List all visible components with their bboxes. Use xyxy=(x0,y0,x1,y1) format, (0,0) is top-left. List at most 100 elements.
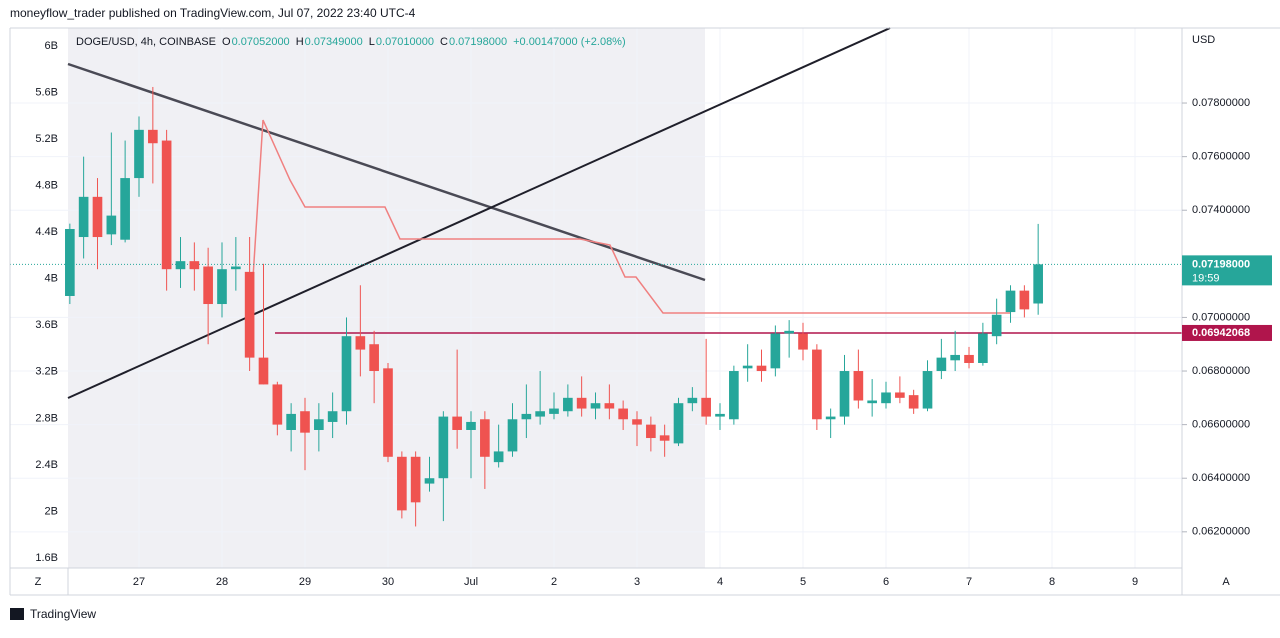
candle-body xyxy=(936,357,947,372)
y2-tick-label: 2.4B xyxy=(35,459,58,471)
candle-body xyxy=(231,266,241,270)
candle-body xyxy=(867,400,877,404)
candle-body xyxy=(632,419,642,425)
y-tick-label: 0.07000000 xyxy=(1192,311,1250,323)
candle-body xyxy=(964,354,974,363)
candle-body xyxy=(659,435,670,441)
candle-body xyxy=(798,333,808,350)
y2-tick-label: 6B xyxy=(45,40,58,52)
level-label-bg xyxy=(1182,324,1272,341)
legend-change: +0.00147000 (+2.08%) xyxy=(513,36,626,48)
candle-body xyxy=(466,421,476,430)
trend-line xyxy=(67,62,706,282)
candles xyxy=(10,86,1182,527)
grid xyxy=(10,28,1182,568)
x-tick-label: 6 xyxy=(883,576,889,588)
legend-value: 0.07198000 xyxy=(449,36,507,48)
candle-body xyxy=(991,314,1002,337)
candle-body xyxy=(355,336,366,350)
symbol: DOGE/USD, 4h, COINBASE xyxy=(76,36,216,48)
candle-body xyxy=(1033,264,1043,304)
candle-body xyxy=(1019,290,1030,310)
candle-body xyxy=(507,419,518,452)
candle-body xyxy=(604,403,615,409)
candle-body xyxy=(452,416,462,430)
candle-body xyxy=(189,261,200,270)
scale-button[interactable]: Z xyxy=(35,576,42,588)
candle-body xyxy=(120,178,130,240)
candle-body xyxy=(272,384,283,425)
candle-body xyxy=(424,478,435,484)
x-tick-label: 28 xyxy=(216,576,228,588)
candle-body xyxy=(853,371,864,401)
y2-tick-label: 4.8B xyxy=(35,180,58,192)
legend-value: 0.07052000 xyxy=(232,36,290,48)
legend-key: H xyxy=(296,36,304,48)
candle-body xyxy=(881,392,891,404)
candle-body xyxy=(258,357,269,385)
candle-body xyxy=(327,411,338,422)
y2-tick-label: 3.2B xyxy=(35,366,58,378)
x-tick-label: 30 xyxy=(382,576,394,588)
candle-body xyxy=(742,365,753,369)
y-tick-label: 0.06600000 xyxy=(1192,419,1250,431)
y-tick-label: 0.07600000 xyxy=(1192,151,1250,163)
candle-body xyxy=(161,140,172,270)
legend-value: 0.07010000 xyxy=(376,36,434,48)
candle-body xyxy=(148,129,158,144)
candle-body xyxy=(576,397,587,409)
y-tick-label: 0.07400000 xyxy=(1192,204,1250,216)
last-price-bg xyxy=(1182,255,1272,286)
y2-tick-label: 5.6B xyxy=(35,86,58,98)
candle-body xyxy=(480,419,490,457)
brand: TradingView xyxy=(30,607,96,621)
y2-tick-label: 5.2B xyxy=(35,133,58,145)
candle-body xyxy=(369,344,379,372)
legend-key: C xyxy=(440,36,448,48)
y2-tick-label: 1.6B xyxy=(35,552,58,564)
x-tick-label: 2 xyxy=(551,576,557,588)
axes: 0.07800000 0.07600000 0.07400000 0.07000000… xyxy=(35,40,1272,588)
candle-body xyxy=(300,411,310,433)
candle-body xyxy=(1005,290,1016,313)
x-tick-label: 29 xyxy=(299,576,311,588)
candle-body xyxy=(812,349,822,420)
x-tick-label: 7 xyxy=(966,576,972,588)
candle-body xyxy=(217,269,227,305)
candle-body xyxy=(244,271,255,358)
logo xyxy=(10,608,24,620)
highlight-range xyxy=(68,28,705,568)
candle-body xyxy=(950,354,960,361)
y-tick-label: 0.07800000 xyxy=(1192,97,1250,109)
legend-key: L xyxy=(369,36,375,48)
candle-body xyxy=(646,424,656,439)
candle-body xyxy=(175,261,186,270)
indicator-line xyxy=(249,119,1010,326)
candle-body xyxy=(770,333,781,369)
x-tick-label: 4 xyxy=(717,576,723,588)
y2-tick-label: 2.8B xyxy=(35,412,58,424)
y2-tick-label: 3.6B xyxy=(35,319,58,331)
candle-body xyxy=(535,411,545,417)
scale-button[interactable]: A xyxy=(1222,576,1230,588)
legend-value: 0.07349000 xyxy=(305,36,363,48)
x-tick-label: 27 xyxy=(133,576,145,588)
candle-body xyxy=(895,392,905,398)
candle-body xyxy=(673,403,684,444)
candle-body xyxy=(618,408,628,420)
candle-body xyxy=(286,413,296,430)
candle-body xyxy=(493,451,504,463)
y-tick-label: 0.06400000 xyxy=(1192,472,1250,484)
candle-body xyxy=(106,215,117,235)
candle-body xyxy=(383,368,393,457)
candle-body xyxy=(410,456,421,503)
legend-key: O xyxy=(222,36,231,48)
candle-body xyxy=(825,416,836,420)
last-price-label: 0.07198000 xyxy=(1192,258,1250,270)
y2-tick-label: 4B xyxy=(45,273,58,285)
y-tick-label: 0.06800000 xyxy=(1192,365,1250,377)
candle-body xyxy=(701,397,711,417)
candle-body xyxy=(314,419,324,430)
candle-body xyxy=(590,403,601,409)
